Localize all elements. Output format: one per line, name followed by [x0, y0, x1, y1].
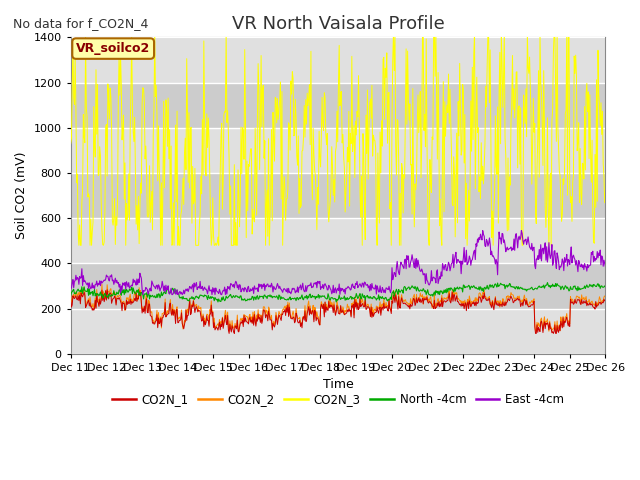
Legend: CO2N_1, CO2N_2, CO2N_3, North -4cm, East -4cm: CO2N_1, CO2N_2, CO2N_3, North -4cm, East… — [108, 389, 569, 411]
Text: No data for f_CO2N_4: No data for f_CO2N_4 — [13, 17, 148, 30]
Bar — [70, 37, 605, 83]
Bar — [70, 309, 605, 354]
Bar — [70, 83, 605, 128]
Bar — [70, 264, 605, 309]
Bar — [70, 128, 605, 173]
Bar — [70, 218, 605, 264]
X-axis label: Time: Time — [323, 378, 353, 391]
Title: VR North Vaisala Profile: VR North Vaisala Profile — [232, 15, 444, 33]
Bar — [70, 173, 605, 218]
Y-axis label: Soil CO2 (mV): Soil CO2 (mV) — [15, 152, 28, 240]
Text: VR_soilco2: VR_soilco2 — [76, 42, 150, 55]
